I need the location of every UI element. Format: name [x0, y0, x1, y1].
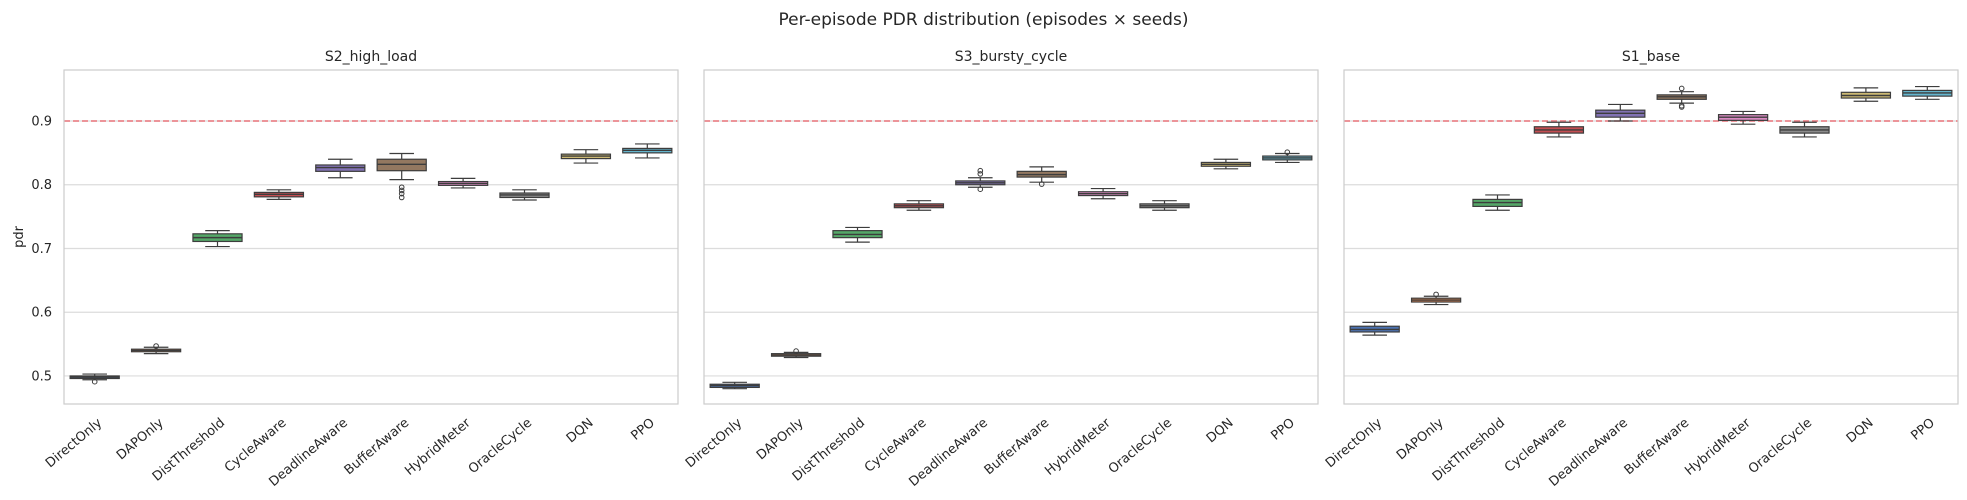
x-tick-label: HybridMeter — [1682, 415, 1754, 479]
x-tick-label: DirectOnly — [1323, 415, 1386, 471]
axes-frame — [1343, 69, 1959, 405]
box-PPO — [1262, 149, 1313, 164]
y-tick-label: 0.6 — [31, 306, 52, 321]
x-tick-label: PPO — [628, 416, 657, 444]
box-DeadlineAware — [955, 167, 1006, 192]
box-BufferAware — [1016, 166, 1067, 187]
box-DAPOnly — [130, 343, 182, 355]
y-tick-label: 0.9 — [31, 114, 52, 129]
box-DeadlineAware — [315, 158, 366, 179]
box-PPO — [1902, 85, 1953, 100]
box-DirectOnly — [1349, 321, 1400, 336]
x-tick-label: HybridMeter — [402, 415, 474, 479]
axes-frame — [703, 69, 1319, 405]
flier-point — [793, 348, 799, 354]
box-DAPOnly — [770, 348, 822, 359]
y-tick-label: 0.7 — [31, 242, 52, 257]
flier-point — [1284, 149, 1291, 156]
box-DistThreshold — [192, 230, 243, 248]
flier-point — [1678, 104, 1685, 110]
box-HybridMeter — [437, 177, 489, 189]
box-BufferAware — [376, 152, 427, 201]
box-CycleAware — [253, 189, 305, 200]
box-CycleAware — [1533, 121, 1585, 138]
x-tick-label: OracleCycle — [1746, 416, 1815, 478]
x-tick-label: DirectOnly — [683, 415, 746, 471]
box-DirectOnly — [709, 381, 760, 390]
box-HybridMeter — [1077, 187, 1129, 200]
flier-point — [91, 378, 98, 385]
flier-point — [398, 187, 405, 194]
box-OracleCycle — [1779, 121, 1830, 138]
x-tick-label: OracleCycle — [466, 416, 535, 478]
box-BufferAware — [1656, 85, 1707, 110]
x-tick-label: BufferAware — [982, 416, 1053, 479]
x-tick-label: BufferAware — [342, 416, 413, 479]
x-tick-label: DQN — [1844, 416, 1877, 447]
subplot-title: S3_bursty_cycle — [955, 49, 1068, 65]
x-tick-label: DAPOnly — [754, 415, 807, 463]
x-tick-label: DAPOnly — [1394, 415, 1447, 463]
x-tick-label: DQN — [1204, 416, 1237, 447]
flier-point — [398, 190, 405, 197]
x-tick-label: PPO — [1268, 416, 1297, 444]
x-tick-label: DirectOnly — [43, 415, 106, 471]
x-tick-label: DQN — [564, 416, 597, 447]
box-DeadlineAware — [1595, 103, 1646, 122]
x-tick-label: BufferAware — [1622, 416, 1693, 479]
box-DQN — [1840, 87, 1892, 102]
box-DirectOnly — [69, 373, 120, 385]
box-DistThreshold — [832, 226, 883, 243]
flier-point — [977, 171, 984, 177]
subplot-title: S2_high_load — [325, 49, 417, 65]
box-DistThreshold — [1472, 194, 1523, 211]
x-tick-label: DAPOnly — [114, 415, 167, 463]
flier-point — [1678, 85, 1685, 92]
x-tick-label: HybridMeter — [1042, 415, 1114, 479]
box-CycleAware — [893, 200, 945, 211]
x-tick-label: PPO — [1908, 416, 1937, 444]
box-HybridMeter — [1717, 110, 1769, 125]
x-tick-label: OracleCycle — [1106, 416, 1175, 478]
y-tick-label: 0.8 — [31, 178, 52, 193]
flier-point — [977, 186, 984, 192]
y-axis-label: pdr — [12, 225, 27, 248]
box-OracleCycle — [499, 189, 550, 201]
flier-point — [1433, 291, 1439, 298]
flier-point — [398, 184, 405, 191]
axes-frame — [63, 69, 679, 405]
figure-title: Per-episode PDR distribution (episodes ×… — [779, 10, 1189, 30]
box-DQN — [560, 149, 612, 164]
flier-point — [977, 167, 984, 174]
box-PPO — [622, 143, 673, 159]
flier-point — [398, 194, 405, 201]
subplot-S2_high_load: S2_high_load 0.5 0.6 0.7 0.8 0.9 pdr DirectOnly… — [12, 49, 679, 490]
box-DQN — [1200, 158, 1252, 170]
subplot-title: S1_base — [1622, 49, 1680, 65]
y-tick-label: 0.5 — [31, 369, 52, 384]
flier-point — [153, 343, 159, 349]
flier-point — [1038, 181, 1045, 187]
box-OracleCycle — [1139, 200, 1190, 211]
box-DAPOnly — [1410, 291, 1462, 306]
